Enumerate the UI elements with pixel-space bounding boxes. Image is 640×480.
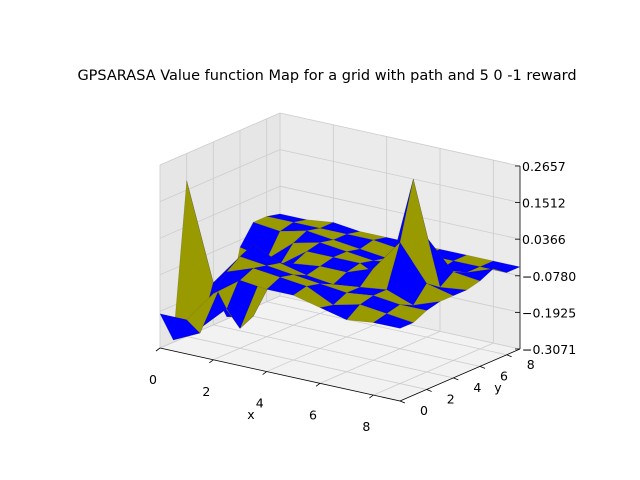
x-tick-mark [315, 383, 321, 387]
x-gridline [319, 330, 441, 384]
x-gridline [373, 342, 494, 396]
x-tick-label: 8 [362, 419, 370, 434]
x-tick-label: 6 [309, 407, 317, 422]
value-surface [159, 179, 521, 341]
x-axis-label: x [247, 407, 254, 422]
x-tick-mark [209, 359, 214, 364]
z-tick-label: 0.1512 [522, 196, 566, 211]
y-tick-mark [453, 377, 459, 381]
y-gridline [239, 312, 481, 367]
x-axis-line [159, 347, 401, 402]
z-gridline [159, 185, 281, 239]
y-tick-mark [426, 389, 432, 392]
y-tick-mark [479, 365, 486, 369]
floor-pane [160, 296, 520, 401]
z-gridline [279, 112, 521, 167]
z-gridline [279, 149, 521, 203]
x-tick-label: 0 [149, 372, 157, 387]
axes-lines [159, 166, 521, 402]
z-tick-label: 0.2657 [522, 159, 566, 174]
y-tick-label: 4 [473, 380, 481, 395]
z-tick-label: −0.3071 [522, 342, 576, 357]
y-axis-line [399, 348, 521, 402]
x-tick-mark [369, 394, 374, 399]
x-gridline [266, 319, 387, 372]
y-gridline [266, 301, 507, 356]
y-axis-label: y [494, 380, 502, 395]
z-gridline [159, 149, 281, 202]
y-gridline [186, 336, 427, 390]
z-gridline [159, 112, 281, 166]
z-tick-label: −0.0780 [522, 269, 576, 284]
x-tick-label: 2 [202, 384, 210, 399]
y-gridline [213, 324, 454, 379]
y-tick-mark [506, 354, 512, 358]
chart-title: GPSARASA Value function Map for a grid w… [77, 68, 576, 84]
x-tick-label: 4 [256, 396, 264, 411]
x-tick-mark [155, 347, 161, 352]
x-gridline [213, 307, 334, 361]
y-tick-label: 0 [420, 403, 428, 418]
z-gridline [159, 295, 281, 349]
y-tick-mark [399, 400, 406, 404]
y-tick-label: 6 [500, 368, 508, 383]
z-tick-label: −0.1925 [522, 305, 576, 320]
x-tick-mark [262, 371, 267, 375]
z-gridline [279, 185, 521, 240]
surface-face [372, 313, 414, 329]
y-tick-label: 2 [447, 391, 455, 406]
y-tick-label: 8 [527, 357, 535, 372]
axes-ticks: 0 2 4 6 8 0 2 4 6 8 0.2657 0.1512 0.0366 −0.0780 −0.19… [149, 159, 576, 434]
z-tick-label: 0.0366 [522, 232, 566, 247]
